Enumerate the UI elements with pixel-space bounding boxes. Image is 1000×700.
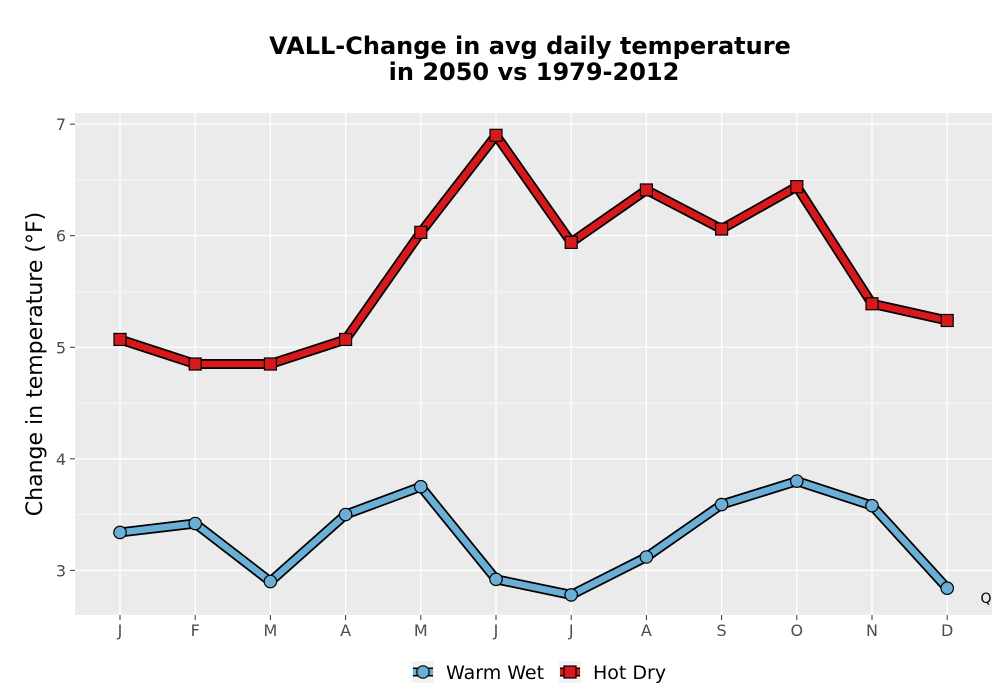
x-tick-label: F (191, 621, 200, 640)
data-point (489, 572, 503, 587)
x-tick-label: A (641, 621, 652, 640)
x-tick-label: J (568, 621, 574, 640)
legend-label: Hot Dry (593, 662, 666, 684)
x-tick-label: O (791, 621, 804, 640)
series-line-1 (116, 132, 951, 368)
chart-title-line1: VALL-Change in avg daily temperature (269, 32, 791, 60)
legend: Warm Wet Hot Dry (412, 661, 666, 684)
data-point (339, 332, 353, 347)
y-tick-label: 4 (56, 450, 66, 469)
series-layer (113, 128, 954, 602)
data-point (714, 222, 729, 236)
data-point (113, 525, 127, 540)
data-point (188, 357, 202, 371)
legend-marker (416, 665, 430, 679)
data-point (338, 507, 353, 522)
data-point (564, 588, 578, 602)
y-tick-label: 3 (56, 561, 66, 580)
data-point (865, 297, 879, 311)
data-point (865, 498, 879, 513)
data-point (188, 516, 202, 531)
y-axis-title: Change in temperature (°F) (23, 212, 48, 516)
axis-labels: 3 4 5 6 7 J F M A M J J A S O N D (56, 115, 954, 640)
y-tick-label: 5 (56, 338, 66, 357)
data-point (263, 574, 278, 589)
data-point (489, 128, 503, 142)
y-tick-label: 6 (56, 227, 66, 246)
data-point (413, 479, 428, 494)
data-point (639, 183, 654, 197)
data-point (414, 225, 428, 239)
corner-note: Q (980, 591, 991, 607)
legend-label: Warm Wet (446, 662, 544, 684)
data-point (639, 550, 654, 564)
x-tick-label: S (717, 621, 727, 640)
x-tick-label: J (117, 621, 123, 640)
x-tick-label: M (263, 621, 277, 640)
x-tick-label: N (866, 621, 878, 640)
data-point (714, 497, 729, 512)
legend-marker (563, 665, 577, 679)
data-point (113, 332, 127, 347)
data-point (564, 235, 578, 250)
data-point (789, 474, 804, 488)
data-point (790, 180, 804, 194)
y-tick-label: 7 (56, 115, 66, 134)
x-tick-label: J (493, 621, 499, 640)
x-tick-label: A (340, 621, 351, 640)
chart-title-line2: in 2050 vs 1979-2012 (389, 58, 680, 86)
x-tick-label: M (414, 621, 428, 640)
x-tick-label: D (941, 621, 953, 640)
series-line-0 (116, 477, 951, 599)
data-point (940, 313, 954, 328)
data-point (940, 581, 954, 596)
data-point (263, 357, 277, 371)
